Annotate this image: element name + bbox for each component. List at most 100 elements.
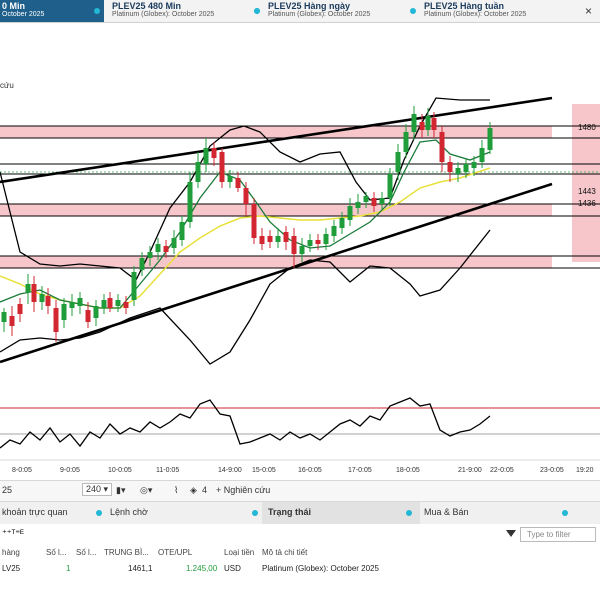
filter-icon[interactable] [506,530,516,537]
tab-pending-orders[interactable]: Lệnh chờ [110,507,148,517]
time-axis-label: 16-0:05 [298,467,322,474]
candle-up [195,162,201,182]
candle-down [283,232,289,242]
oscillator-line [0,397,491,449]
candle-up [93,306,99,318]
tab-chart-1[interactable]: 0 Min October 2025 [0,0,104,22]
interval-value: 240 [86,484,102,494]
candle-up [355,202,361,208]
column-header[interactable]: Mô tả chi tiết [262,548,308,557]
price-axis-label: 1443 [578,187,596,196]
candle-up [171,238,177,248]
row-qty: 1 [66,564,71,573]
support-zone [0,204,552,216]
active-tab-background [262,502,420,524]
chart-tab-bar: 0 Min October 2025 PLEV25 480 Min Platin… [0,0,600,23]
price-axis-label: 1436 [578,199,596,208]
row-description: Platinum (Globex): October 2025 [262,564,379,573]
interval-select[interactable]: 240 ▾ [82,483,113,496]
candle-down [243,188,249,204]
symbol-field[interactable]: 25 [2,485,13,495]
time-axis-label: 9-0:05 [60,467,80,474]
tab-positions[interactable]: Trạng thái [268,507,312,517]
filter-input[interactable]: Type to filter [520,527,596,542]
candle-up [331,226,337,236]
tab-visual-account[interactable]: khoản trực quan [2,507,68,517]
candle-up [411,114,417,132]
candle-up [187,182,193,222]
candle-up [299,246,305,254]
tab-subtitle: Platinum (Globex): October 2025 [112,11,215,18]
live-dot-icon [96,510,102,516]
tab-chart-weekly[interactable]: PLEV25 Hàng tuần Platinum (Globex): Octo… [410,0,564,22]
candle-up [471,162,477,168]
row-avg-price: 1461,1 [128,564,153,573]
time-axis-label: 17-0:05 [348,467,372,474]
filter-bar: ⁺⁺ᵀ⁼ᴱ Type to filter [0,524,600,546]
tab-title: PLEV25 Hàng tuần [424,1,505,11]
candle-up [1,312,7,322]
candle-down [211,148,217,158]
layers-icon[interactable]: ◈ [190,485,197,495]
candle-up [39,294,45,302]
candle-down [45,296,51,306]
candle-up [25,284,31,292]
candle-up [307,240,313,246]
candle-up [115,300,121,306]
candle-down [163,246,169,252]
table-row[interactable]: LV25 1 1461,1 1.245,00 USD Platinum (Glo… [0,562,600,576]
candle-up [403,132,409,152]
candle-down [259,236,265,244]
hide-icon[interactable]: ◎▾ [140,485,153,495]
tab-title: PLEV25 480 Min [112,1,182,11]
candle-down [315,240,321,244]
candle-down [123,302,129,308]
candle-down [31,284,37,302]
candle-up [455,168,461,174]
candle-down [439,132,445,162]
column-header[interactable]: Số l... [76,548,97,557]
chart-type-icon[interactable]: ▮▾ [116,485,126,495]
positions-table-header: hàng Số l... Số l... TRUNG BÌ... OTE/UPL… [0,546,600,560]
candle-up [139,258,145,270]
column-header[interactable]: hàng [2,548,20,557]
close-icon[interactable]: × [584,4,592,18]
time-axis-label: 19:20 [576,467,594,474]
price-axis-label: 1480 [578,123,596,132]
left-label: cứu [0,81,14,90]
column-header[interactable]: OTE/UPL [158,548,193,557]
moving-average-fast [0,139,491,309]
live-dot-icon [406,510,412,516]
candle-up [101,300,107,308]
tab-buy-sell[interactable]: Mua & Bán [424,507,469,517]
candle-up [69,302,75,308]
tab-title: PLEV25 Hàng ngày [268,1,351,11]
candle-down [17,304,23,314]
add-research-button[interactable]: + Nghiên cứu [216,485,271,495]
time-axis-label: 10-0:05 [108,467,132,474]
tab-chart-480min[interactable]: PLEV25 480 Min Platinum (Globex): Octobe… [112,0,260,22]
resistance-zone [0,126,552,138]
price-range-highlight [572,104,600,262]
column-settings-icon[interactable]: ⁺⁺ᵀ⁼ᴱ [2,528,24,538]
time-axis-label: 8-0:05 [12,467,32,474]
candle-down [267,236,273,242]
bollinger-upper [0,97,490,281]
tab-subtitle: October 2025 [2,11,45,18]
price-chart[interactable]: 1480 1443 1436 8-0:05 9-0:05 10-0:05 11-0:05 14… [0,22,600,480]
column-header[interactable]: Số l... [46,548,67,557]
time-axis-label: 22-0:05 [490,467,514,474]
column-header[interactable]: Loại tiền [224,548,255,557]
tab-title: 0 Min [2,1,26,11]
time-axis-label: 18-0:05 [396,467,420,474]
trend-channel-upper [0,96,553,184]
candle-down [219,152,225,182]
tab-chart-daily[interactable]: PLEV25 Hàng ngày Platinum (Globex): Octo… [254,0,408,22]
candle-up [479,148,485,162]
candle-down [9,316,15,326]
time-axis-label: 21-9:00 [458,467,482,474]
candle-up [347,206,353,220]
candle-up [387,174,393,198]
column-header[interactable]: TRUNG BÌ... [104,548,149,557]
indicator-icon[interactable]: ⌇ [174,485,179,495]
